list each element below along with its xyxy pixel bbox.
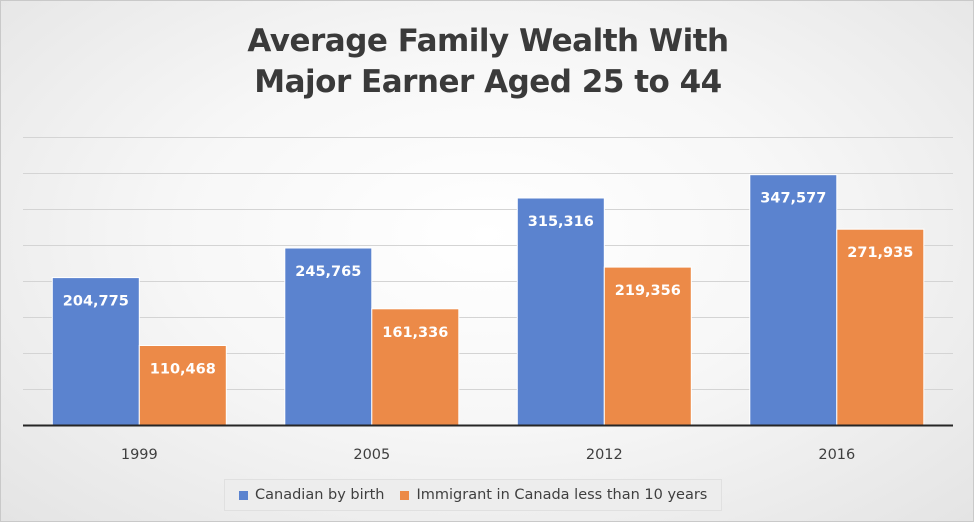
data-label-immigrant-in-canada-less-than-10-years-1999: 110,468: [150, 362, 216, 378]
x-tick-label-1999: 1999: [121, 447, 158, 463]
chart-title-line-1: Average Family Wealth With: [247, 23, 729, 59]
x-tick-label-2005: 2005: [353, 447, 390, 463]
x-tick-label-2012: 2012: [586, 447, 623, 463]
data-label-immigrant-in-canada-less-than-10-years-2005: 161,336: [382, 325, 448, 341]
bar-immigrant-in-canada-less-than-10-years-2012: [603, 266, 692, 426]
legend-label-immigrant: Immigrant in Canada less than 10 years: [416, 487, 708, 503]
bar-immigrant-in-canada-less-than-10-years-1999: [138, 345, 227, 426]
chart-title: Average Family Wealth With Major Earner …: [1, 21, 973, 103]
legend-entry-canadian-by-birth: Canadian by birth: [239, 487, 384, 503]
x-tick-label-2016: 2016: [818, 447, 855, 463]
legend-swatch-canadian-by-birth: [239, 490, 248, 500]
legend: Canadian by birth Immigrant in Canada le…: [224, 479, 723, 511]
bar-immigrant-in-canada-less-than-10-years-2016: [836, 228, 925, 426]
data-label-canadian-by-birth-2016: 347,577: [760, 191, 826, 207]
bar-canadian-by-birth-2012: [516, 197, 605, 426]
data-label-canadian-by-birth-2005: 245,765: [295, 264, 361, 280]
chart-title-line-2: Major Earner Aged 25 to 44: [254, 64, 722, 100]
legend-label-canadian-by-birth: Canadian by birth: [255, 487, 385, 503]
data-label-immigrant-in-canada-less-than-10-years-2012: 219,356: [615, 283, 681, 299]
data-label-canadian-by-birth-1999: 204,775: [63, 294, 129, 310]
legend-swatch-immigrant: [400, 490, 410, 500]
data-label-immigrant-in-canada-less-than-10-years-2016: 271,935: [847, 245, 913, 261]
data-label-canadian-by-birth-2012: 315,316: [528, 214, 594, 230]
bar-canadian-by-birth-2016: [749, 174, 838, 426]
bar-immigrant-in-canada-less-than-10-years-2005: [371, 308, 460, 426]
legend-entry-immigrant: Immigrant in Canada less than 10 years: [400, 487, 707, 503]
